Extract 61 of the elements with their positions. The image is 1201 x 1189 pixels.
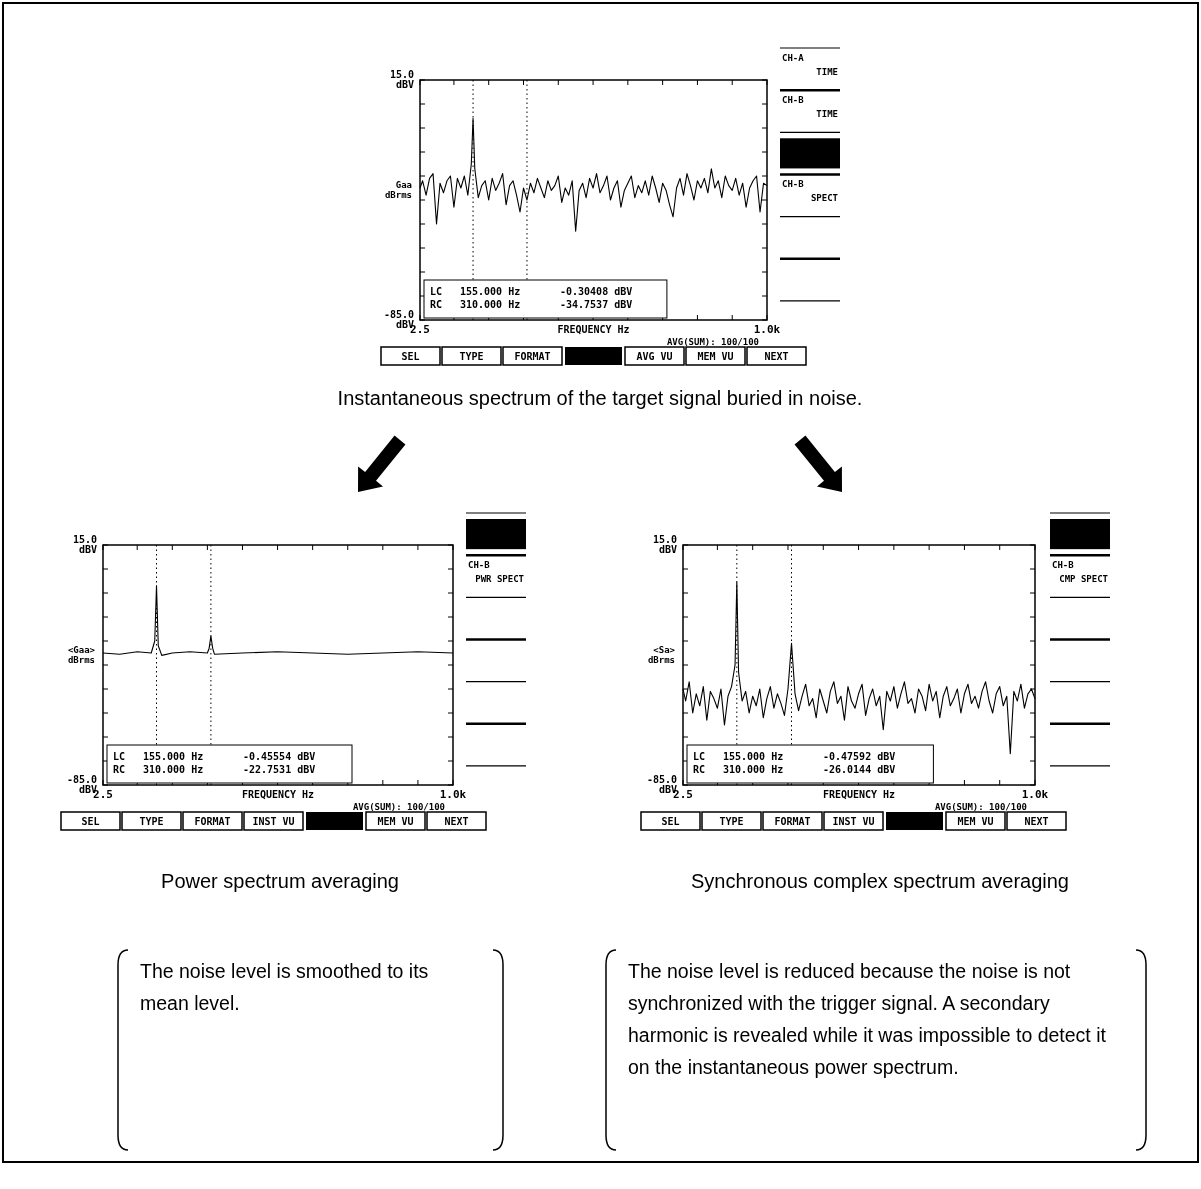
text: Instantaneous spectrum of the target signal buried in noise. [337,387,863,409]
annotation: -0.45554 dBV [243,751,316,762]
annotation: 155.000 Hz [143,751,204,762]
annotation: LC [113,751,126,762]
text: CH-A TIME [782,53,838,77]
y-tick-label: 15.0 dBV [389,69,414,90]
x-tick-label: 1.0k [1021,788,1049,801]
text: MEM VU [697,351,734,362]
text: SEL [81,816,100,827]
annotation: LC [693,751,706,762]
text: MEM VU [957,816,994,827]
annotation: -0.30408 dBV [560,286,633,297]
text: SEL [661,816,680,827]
text: FORMAT [774,816,811,827]
text: AVG(SUM): 100/100 [934,802,1027,812]
annotation: RC [113,764,126,775]
text: Synchronous complex spectrum averaging [691,870,1069,892]
text: The noise level is smoothed to its mean level. [140,960,429,1014]
annotation: 155.000 Hz [723,751,784,762]
text: NEXT [764,351,789,362]
annotation: 310.000 Hz [723,764,784,775]
text: The noise level is reduced because the noise is not synchronized with the trigger signal. A secondary harmonic is revealed while it was impossible to detect it on the instantaneous power spectrum. [628,960,1107,1078]
x-tick-label: 1.0k [753,323,781,336]
text: NEXT [444,816,469,827]
y-tick-label: 15.0 dBV [652,534,677,555]
x-axis-title: FREQUENCY Hz [241,789,315,800]
x-axis-title: FREQUENCY Hz [557,324,630,335]
annotation: RC [693,764,706,775]
text: Power spectrum averaging [161,870,399,892]
text: CH-B PWR SPECT [468,560,525,585]
text: SEL [401,351,420,362]
text: FORMAT [514,351,551,362]
annotation: RC [430,299,443,310]
y-tick-label: 15.0 dBV [72,534,97,555]
text: CH-B TIME [782,95,838,120]
annotation: -0.47592 dBV [823,751,896,762]
y-axis-title: <Gaa> dBrms [67,645,96,665]
text: TYPE [139,816,164,827]
text: TYPE [459,351,484,362]
x-tick-label: 1.0k [439,788,467,801]
text: TYPE [719,816,744,827]
text: CH-B CMP SPECT [1052,560,1109,585]
annotation: 310.000 Hz [143,764,204,775]
annotation: -34.7537 dBV [560,299,633,310]
annotation: 310.000 Hz [460,299,521,310]
y-axis-title: <Sa> dBrms [647,645,676,665]
y-axis-title: Gaa dBrms [384,180,412,200]
text: AVG(SUM): 100/100 [666,337,759,347]
text: FORMAT [194,816,231,827]
text: MEM VU [377,816,414,827]
x-axis-title: FREQUENCY Hz [822,789,896,800]
annotation: LC [430,286,443,297]
text: AVG(SUM): 100/100 [352,802,445,812]
text: NEXT [1024,816,1049,827]
annotation: 155.000 Hz [460,286,521,297]
text: INST VU [252,816,295,827]
annotation: -22.7531 dBV [243,764,316,775]
text: INST VU [832,816,875,827]
text: CH-B SPECT [782,179,839,204]
text: AVG VU [636,351,673,362]
annotation: -26.0144 dBV [823,764,896,775]
